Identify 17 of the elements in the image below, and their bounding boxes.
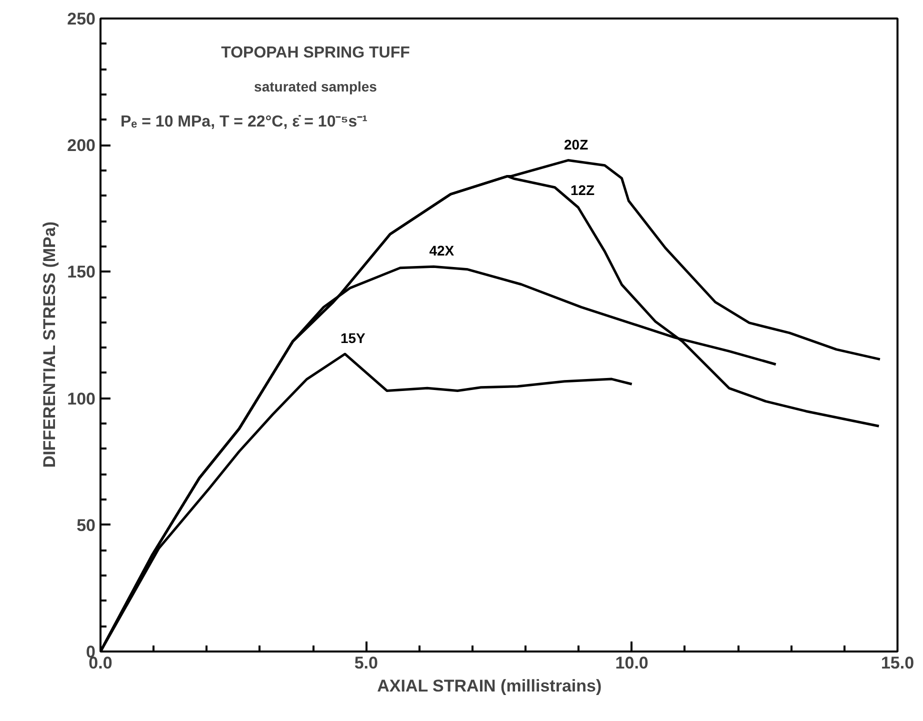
- series-label: 15Y: [340, 330, 366, 346]
- x-tick-label: 10.0: [615, 654, 648, 672]
- series-label: 42X: [429, 242, 455, 259]
- y-tick-label: 200: [67, 136, 96, 156]
- y-tick-label: 150: [67, 262, 96, 282]
- annotation: saturated samples: [254, 78, 378, 94]
- annotation: Pₑ = 10 MPa, T = 22°C, ε̇ = 10⁻⁵s⁻¹: [120, 114, 368, 130]
- series-label: 20Z: [564, 136, 589, 152]
- series-label: 12Z: [570, 182, 596, 198]
- x-tick-label: 5.0: [354, 654, 378, 672]
- y-tick-label: 50: [76, 516, 96, 535]
- x-axis-title: AXIAL STRAIN (millistrains): [377, 676, 602, 696]
- annotation: TOPOPAH SPRING TUFF: [221, 44, 410, 62]
- y-axis-title: DIFFERENTIAL STRESS (MPa): [40, 221, 60, 468]
- y-tick-label: 100: [67, 389, 96, 408]
- y-tick-label: 250: [67, 10, 96, 28]
- x-tick-label: 15.0: [880, 654, 914, 672]
